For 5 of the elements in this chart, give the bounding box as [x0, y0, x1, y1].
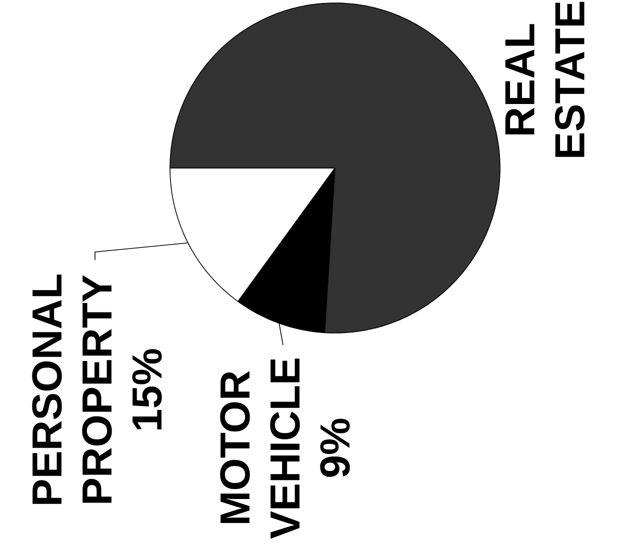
slice-label: MOTOR VEHICLE [220, 358, 300, 539]
data-label: 15% [132, 349, 162, 430]
slice-label: PERSONAL PROPERTY [32, 274, 112, 504]
slice-label: REAL ESTATE [505, 2, 585, 157]
data-label: 9% [320, 418, 350, 477]
